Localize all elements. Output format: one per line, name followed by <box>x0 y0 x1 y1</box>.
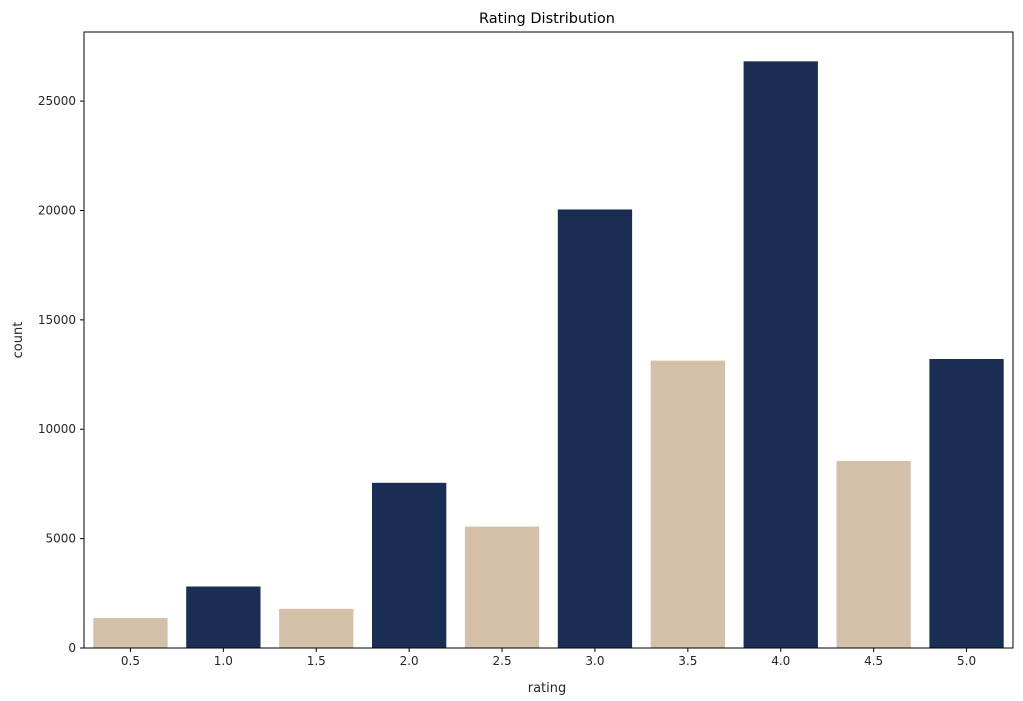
x-tick-label: 0.5 <box>121 654 140 668</box>
y-tick-label: 25000 <box>38 94 76 108</box>
bar-0.5 <box>93 618 168 648</box>
x-axis-ticks: 0.5 1.0 1.5 2.0 2.5 3.0 3.5 4.0 4.5 5.0 <box>121 648 976 668</box>
x-tick-label: 5.0 <box>957 654 976 668</box>
chart-title: Rating Distribution <box>479 11 615 27</box>
x-tick-label: 1.5 <box>307 654 326 668</box>
bar-5.0 <box>929 358 1004 648</box>
x-tick-label: 1.0 <box>214 654 233 668</box>
y-tick-label: 10000 <box>38 422 76 436</box>
y-axis-label: count <box>11 322 26 359</box>
plot-frame <box>83 31 1014 649</box>
bar-4.5 <box>836 460 911 648</box>
y-tick-label: 15000 <box>38 313 76 327</box>
x-tick-label: 2.0 <box>400 654 419 668</box>
bar-1.0 <box>186 586 261 648</box>
x-tick-label: 2.5 <box>493 654 512 668</box>
bar-3.0 <box>557 209 633 648</box>
x-tick-label: 4.0 <box>771 654 790 668</box>
bar-2.0 <box>371 482 447 648</box>
y-tick-label: 20000 <box>38 203 76 217</box>
bar-4.0 <box>743 61 818 649</box>
y-tick-label: 5000 <box>45 532 76 546</box>
x-tick-label: 4.5 <box>864 654 883 668</box>
bar-3.5 <box>650 360 726 648</box>
bar-2.5 <box>464 526 540 648</box>
bars-group <box>93 61 1004 649</box>
y-tick-label: 0 <box>68 641 76 655</box>
y-axis-ticks: 0 5000 10000 15000 20000 25000 <box>38 94 84 655</box>
x-tick-label: 3.0 <box>585 654 604 668</box>
x-axis-label: rating <box>528 681 567 696</box>
bar-1.5 <box>279 608 354 648</box>
x-tick-label: 3.5 <box>678 654 697 668</box>
